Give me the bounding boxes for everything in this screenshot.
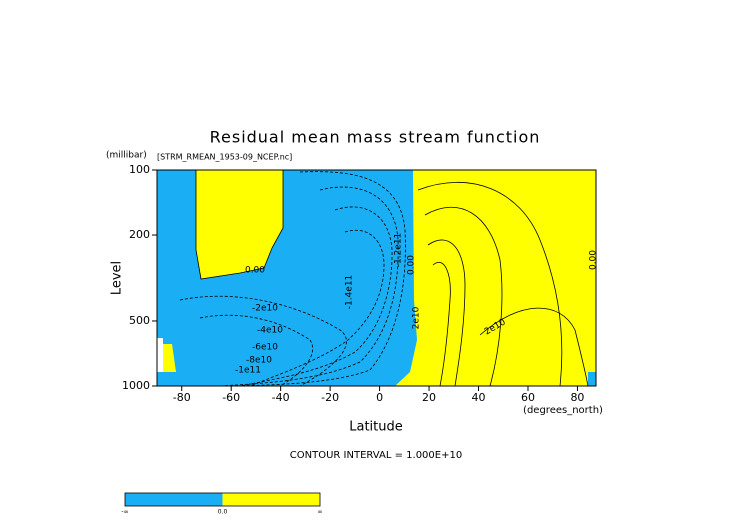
x-tick-label: -80 <box>173 391 191 404</box>
contour-label: -2e10 <box>252 304 278 314</box>
contour-label: -1.2e11 <box>394 233 404 268</box>
contour-label: 0.00 <box>589 250 599 270</box>
contour-line <box>417 182 563 387</box>
y-tick-label: 100 <box>129 163 150 176</box>
x-tick-label: -40 <box>272 391 290 404</box>
contour-lines <box>179 170 589 387</box>
y-units: (millibar) <box>106 151 147 161</box>
contour-line <box>249 230 385 387</box>
positive-region <box>163 344 176 372</box>
contour-line <box>219 186 399 387</box>
colorbar-label: -∞ <box>121 509 128 516</box>
y-tick-label: 500 <box>129 314 150 327</box>
y-axis-label: Level <box>110 261 125 295</box>
x-tick-label: -20 <box>321 391 339 404</box>
x-tick-label: 60 <box>521 391 535 404</box>
contour-interval: CONTOUR INTERVAL = 1.000E+10 <box>290 450 462 461</box>
contour-label: 2e10 <box>412 306 422 329</box>
x-axis-label: Latitude <box>349 420 403 435</box>
y-tick-label: 1000 <box>122 379 150 392</box>
contour-line <box>479 307 589 387</box>
contour-line <box>179 295 347 387</box>
contour-label: -6e10 <box>252 343 278 353</box>
contour-line <box>199 171 406 387</box>
x-tick-label: 20 <box>422 391 436 404</box>
contour-line <box>432 262 451 387</box>
positive-region <box>196 170 283 279</box>
colorbar-swatch <box>125 493 223 506</box>
colorbar-label: ∞ <box>318 509 323 516</box>
chart-title: Residual mean mass stream function <box>210 128 541 147</box>
contour-line <box>195 170 284 280</box>
contour-line <box>424 206 503 387</box>
contour-label: 0.00 <box>407 255 417 275</box>
x-tick-label: 0 <box>376 391 383 404</box>
contour-line <box>239 206 393 387</box>
colorbar-frame <box>124 492 321 507</box>
contour-line <box>199 314 313 387</box>
contour-line <box>427 239 466 387</box>
contour-label: -4e10 <box>257 326 283 336</box>
contour-label: -1.4e11 <box>345 275 355 310</box>
y-tick-label: 200 <box>129 228 150 241</box>
positive-region <box>395 170 596 386</box>
x-tick-label: 80 <box>570 391 584 404</box>
missing-region <box>157 338 163 372</box>
x-units: (degrees_north) <box>523 405 603 416</box>
colorbar-label: 0.0 <box>218 509 228 516</box>
contour-label: -1e11 <box>235 366 261 376</box>
x-tick-label: -60 <box>222 391 240 404</box>
colorbar-swatch <box>222 493 320 506</box>
x-tick-label: 40 <box>472 391 486 404</box>
plot-frame <box>156 169 597 387</box>
contour-label: 0.00 <box>245 266 265 276</box>
dataset-label: [STRM_RMEAN_1953-09_NCEP.nc] <box>157 153 292 162</box>
contour-label: -8e10 <box>246 356 272 366</box>
